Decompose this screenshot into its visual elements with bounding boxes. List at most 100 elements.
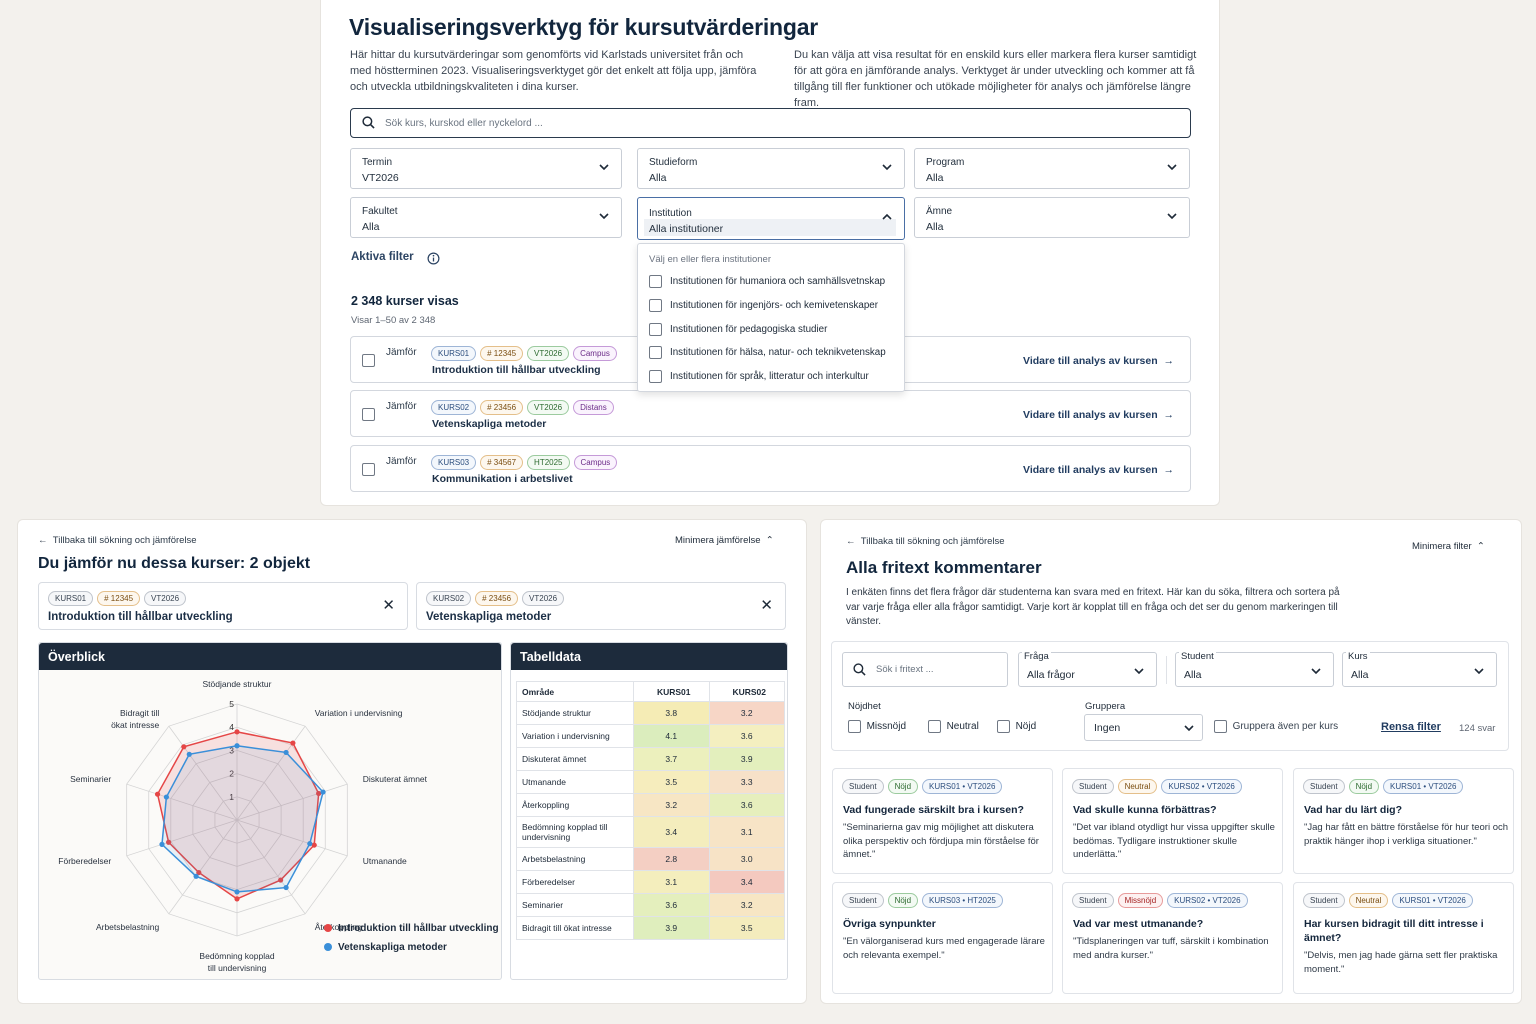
table-row: Seminarier 3.6 3.2 (516, 893, 785, 917)
studieform-label: Studieform (649, 157, 698, 168)
category-label: till undervisning (208, 963, 267, 973)
student-select[interactable]: Student Alla (1175, 651, 1334, 687)
comment-text: "En välorganiserad kurs med engagerade l… (843, 936, 1045, 961)
info-icon[interactable] (427, 252, 440, 265)
course-analysis-link[interactable]: Vidare till analys av kursen → (1023, 355, 1174, 367)
term-badge: VT2026 (522, 591, 565, 606)
course-number-badge: # 23456 (480, 400, 524, 415)
student-value: Alla (1184, 669, 1202, 681)
course-search-input[interactable]: Sök kurs, kurskod eller nyckelord ... (350, 108, 1191, 138)
institution-option[interactable]: Institutionen för humaniora och samhälls… (649, 275, 885, 288)
option-checkbox[interactable] (649, 346, 662, 359)
nojdhet-label: Nöjdhet (848, 701, 881, 712)
course-analysis-link[interactable]: Vidare till analys av kursen → (1023, 409, 1174, 421)
comment-card: Student Neutral KURS02 • VT2026 Vad skulle … (1062, 768, 1283, 874)
gruppera-select[interactable]: Ingen (1084, 714, 1203, 741)
category-label: Utmanande (363, 856, 407, 866)
study-form-badge: Campus (573, 346, 617, 361)
course-analysis-link[interactable]: Vidare till analys av kursen → (1023, 464, 1174, 476)
legend-item-kurs02: Vetenskapliga metoder (324, 942, 447, 953)
course-name: Introduktion till hållbar utveckling (432, 364, 601, 376)
freetext-title: Alla fritext kommentarer (846, 558, 1042, 577)
table-cell-kurs02: 3.2 (708, 893, 785, 917)
checkbox[interactable] (928, 720, 941, 733)
clear-filter-link[interactable]: Rensa filter (1381, 721, 1441, 733)
group-per-course-checkbox[interactable]: Gruppera även per kurs (1214, 720, 1338, 733)
minimize-comparison-button[interactable]: Minimera jämförelse ⌃ (675, 535, 774, 546)
series-point-2 (193, 873, 199, 879)
search-icon (853, 663, 866, 676)
institution-option[interactable]: Institutionen för ingenjörs- och kemivet… (649, 299, 878, 312)
back-link-label: Tillbaka till sökning och jämförelse (52, 535, 197, 546)
overview-heading: Överblick (39, 643, 501, 670)
compare-checkbox[interactable] (362, 354, 375, 367)
back-link[interactable]: ← Tillbaka till sökning och jämförelse (846, 536, 1005, 547)
legend-label: Vetenskapliga metoder (338, 942, 447, 953)
freetext-search-input[interactable]: Sök i fritext ... (842, 652, 1008, 687)
institution-option[interactable]: Institutionen för pedagogiska studier (649, 323, 827, 336)
student-badge: Student (842, 893, 884, 908)
missnojd-checkbox[interactable]: Missnöjd (848, 720, 906, 733)
fraga-select[interactable]: Fråga Alla frågor (1018, 651, 1157, 687)
institution-option[interactable]: Institutionen för språk, litteratur och … (649, 370, 869, 383)
course-badge: KURS02 • VT2026 (1167, 893, 1248, 908)
option-checkbox[interactable] (649, 323, 662, 336)
minimize-label: Minimera jämförelse (675, 535, 761, 546)
program-value: Alla (926, 172, 944, 184)
kurs-value: Alla (1351, 669, 1369, 681)
table-cell-kurs02: 3.2 (708, 701, 785, 725)
compare-checkbox[interactable] (362, 408, 375, 421)
radar-axis-line (126, 783, 238, 821)
neutral-checkbox[interactable]: Neutral (928, 720, 979, 733)
table-cell-kurs02: 3.6 (708, 793, 785, 817)
comment-question: Vad fungerade särskilt bra i kursen? (843, 804, 1024, 816)
minimize-filter-button[interactable]: Minimera filter ⌃ (1412, 541, 1485, 552)
option-label: Institutionen för pedagogiska studier (670, 324, 828, 336)
table-heading: Tabelldata (511, 643, 787, 670)
compare-checkbox[interactable] (362, 463, 375, 476)
table-header: Område (516, 681, 634, 702)
option-checkbox[interactable] (649, 370, 662, 383)
course-badge: KURS01 • VT2026 (1383, 779, 1464, 794)
table-cell-area: Bedömning kopplad till undervisning (516, 816, 634, 848)
table-cell-kurs01: 3.2 (633, 793, 710, 817)
table-cell-area: Bidragit till ökat intresse (516, 916, 634, 940)
termin-select[interactable]: Termin VT2026 (350, 148, 622, 189)
active-filters-toggle[interactable]: Aktiva filter (351, 251, 414, 263)
amne-select[interactable]: Ämne Alla (914, 197, 1190, 238)
term-badge: VT2026 (527, 346, 570, 361)
freetext-filter-box: Sök i fritext ... Fråga Alla frågor Stud… (831, 641, 1509, 751)
series-line-2 (161, 745, 324, 893)
category-label: Seminarier (70, 774, 111, 784)
kurs-select[interactable]: Kurs Alla (1342, 651, 1497, 687)
option-checkbox[interactable] (649, 275, 662, 288)
institution-option[interactable]: Institutionen för hälsa, natur- och tekn… (649, 346, 886, 359)
close-icon[interactable]: ✕ (760, 597, 773, 614)
table-cell-kurs01: 3.9 (633, 916, 710, 940)
nojd-checkbox[interactable]: Nöjd (997, 720, 1036, 733)
checkbox[interactable] (1214, 720, 1227, 733)
fakultet-select[interactable]: Fakultet Alla (350, 197, 622, 238)
chevron-down-icon (1474, 668, 1484, 675)
comment-card: Student Neutral KURS01 • VT2026 Har kursen … (1293, 882, 1514, 994)
program-select[interactable]: Program Alla (914, 148, 1190, 189)
radial-tick-label: 3 (229, 745, 234, 755)
program-label: Program (926, 157, 965, 168)
amne-label: Ämne (926, 206, 953, 217)
checkbox[interactable] (848, 720, 861, 733)
studieform-select[interactable]: Studieform Alla (637, 148, 905, 189)
search-placeholder: Sök i fritext ... (876, 664, 934, 675)
series-point-1 (234, 896, 240, 902)
comment-question: Har kursen bidragit till ditt intresse i… (1304, 918, 1484, 944)
option-checkbox[interactable] (649, 299, 662, 312)
checkbox[interactable] (997, 720, 1010, 733)
close-icon[interactable]: ✕ (382, 597, 395, 614)
chevron-up-icon: ⌃ (760, 535, 774, 546)
arrow-left-icon: ← (38, 535, 53, 546)
comment-question: Vad skulle kunna förbättras? (1073, 804, 1217, 816)
checkbox-label: Nöjd (1015, 721, 1037, 733)
institution-select[interactable]: Institution Alla institutioner (637, 197, 905, 240)
mood-badge: Missnöjd (1117, 893, 1164, 908)
back-link[interactable]: ← Tillbaka till sökning och jämförelse (38, 535, 197, 546)
series-point-2 (307, 841, 313, 847)
